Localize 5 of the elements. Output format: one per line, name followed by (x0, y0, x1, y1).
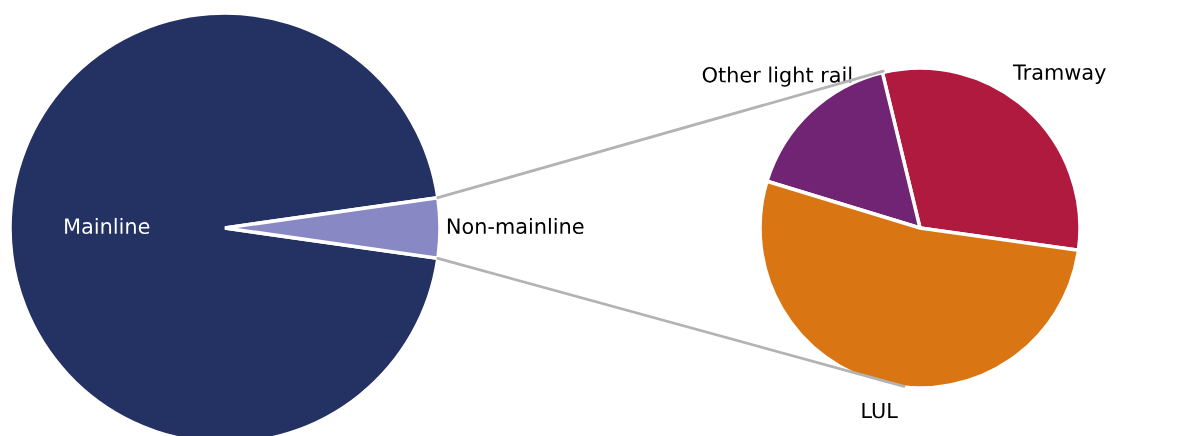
slice-label: Other light rail (702, 66, 852, 87)
slice-label: Tramway (1012, 64, 1106, 84)
slice-label: Non-mainline (447, 217, 584, 235)
slice-label: Mainline (65, 217, 150, 235)
slice-label: LUL (862, 402, 898, 419)
